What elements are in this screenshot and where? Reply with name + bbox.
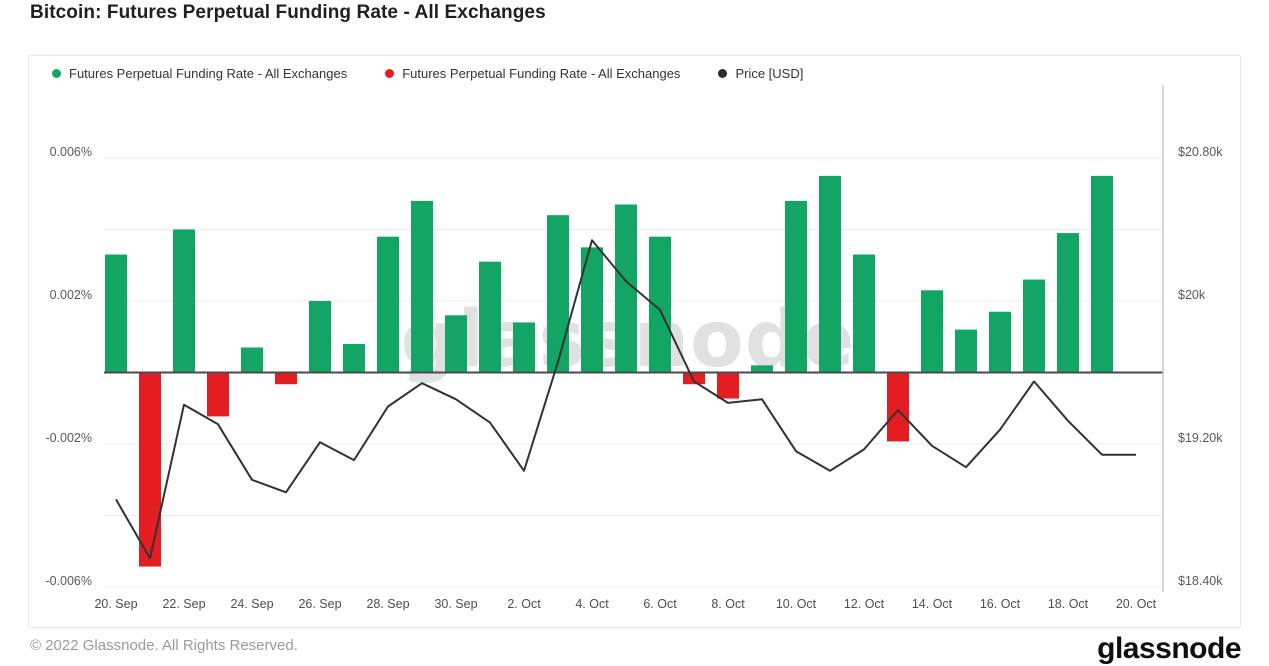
x-axis-label: 16. Oct: [980, 597, 1021, 611]
funding-bar-positive[interactable]: [513, 322, 535, 373]
funding-bar-positive[interactable]: [819, 175, 841, 373]
y-axis-label-left: 0.002%: [50, 288, 92, 302]
legend-item-price[interactable]: Price [USD]: [718, 66, 803, 81]
x-axis-label: 22. Sep: [162, 597, 205, 611]
funding-bar-positive[interactable]: [649, 236, 671, 373]
funding-bar-positive[interactable]: [615, 204, 637, 373]
price-line: [115, 239, 1136, 560]
x-axis-label: 2. Oct: [507, 597, 541, 611]
footer-copyright: © 2022 Glassnode. All Rights Reserved.: [30, 637, 298, 654]
x-axis-label: 12. Oct: [844, 597, 885, 611]
funding-bar-positive[interactable]: [853, 254, 875, 373]
funding-bar-positive[interactable]: [309, 301, 331, 373]
funding-bar-positive[interactable]: [989, 311, 1011, 373]
funding-bar-negative[interactable]: [887, 373, 909, 442]
x-axis-label: 24. Sep: [230, 597, 273, 611]
page-title: Bitcoin: Futures Perpetual Funding Rate …: [30, 2, 546, 23]
funding-bar-positive[interactable]: [785, 200, 807, 373]
glassnode-logo: glassnode: [1097, 632, 1241, 665]
funding-bar-positive[interactable]: [547, 215, 569, 373]
funding-bar-positive[interactable]: [479, 261, 501, 373]
funding-bar-negative[interactable]: [683, 373, 705, 385]
x-axis-label: 18. Oct: [1048, 597, 1089, 611]
funding-bar-positive[interactable]: [921, 290, 943, 373]
x-axis-label: 6. Oct: [643, 597, 677, 611]
x-axis-label: 10. Oct: [776, 597, 817, 611]
x-axis-label: 20. Sep: [94, 597, 137, 611]
y-axis-label-right: $18.40k: [1178, 574, 1223, 588]
funding-bar-negative[interactable]: [207, 373, 229, 417]
funding-bar-positive[interactable]: [1057, 233, 1079, 373]
x-axis-label: 4. Oct: [575, 597, 609, 611]
funding-bar-positive[interactable]: [751, 365, 773, 373]
x-axis-label: 20. Oct: [1116, 597, 1157, 611]
funding-bar-positive[interactable]: [173, 229, 195, 373]
funding-bar-positive[interactable]: [241, 347, 263, 373]
funding-bar-positive[interactable]: [377, 236, 399, 373]
funding-bar-positive[interactable]: [343, 343, 365, 373]
x-axis-label: 30. Sep: [434, 597, 477, 611]
funding-bar-positive[interactable]: [581, 247, 603, 373]
funding-bar-positive[interactable]: [105, 254, 127, 373]
funding-bar-negative[interactable]: [275, 373, 297, 385]
funding-bar-positive[interactable]: [955, 329, 977, 373]
x-axis-label: 26. Sep: [298, 597, 341, 611]
funding-bar-positive[interactable]: [445, 315, 467, 373]
y-axis-label-left: 0.006%: [50, 145, 92, 159]
x-axis-label: 28. Sep: [366, 597, 409, 611]
legend-label-funding-negative: Futures Perpetual Funding Rate - All Exc…: [402, 66, 681, 81]
funding-bar-negative[interactable]: [139, 373, 161, 567]
funding-bar-positive[interactable]: [1091, 175, 1113, 373]
legend-item-funding-positive[interactable]: Futures Perpetual Funding Rate - All Exc…: [52, 66, 347, 81]
y-axis-label-right: $20k: [1178, 288, 1206, 302]
legend-dot-green-icon: [52, 69, 61, 78]
legend-label-price: Price [USD]: [735, 66, 804, 81]
x-axis-label: 14. Oct: [912, 597, 953, 611]
y-axis-label-left: -0.002%: [45, 431, 92, 445]
legend-dot-red-icon: [385, 69, 395, 78]
funding-bar-negative[interactable]: [717, 373, 739, 399]
legend: Futures Perpetual Funding Rate - All Exc…: [52, 66, 803, 81]
legend-item-funding-negative[interactable]: Futures Perpetual Funding Rate - All Exc…: [385, 66, 680, 81]
y-axis-label-left: -0.006%: [45, 574, 92, 588]
funding-bar-positive[interactable]: [411, 200, 433, 373]
x-axis-label: 8. Oct: [711, 597, 745, 611]
y-axis-label-right: $20.80k: [1178, 145, 1223, 159]
legend-label-funding-positive: Futures Perpetual Funding Rate - All Exc…: [69, 66, 348, 81]
y-axis-label-right: $19.20k: [1178, 431, 1223, 445]
legend-dot-black-icon: [718, 69, 728, 78]
funding-bar-positive[interactable]: [1023, 279, 1045, 373]
